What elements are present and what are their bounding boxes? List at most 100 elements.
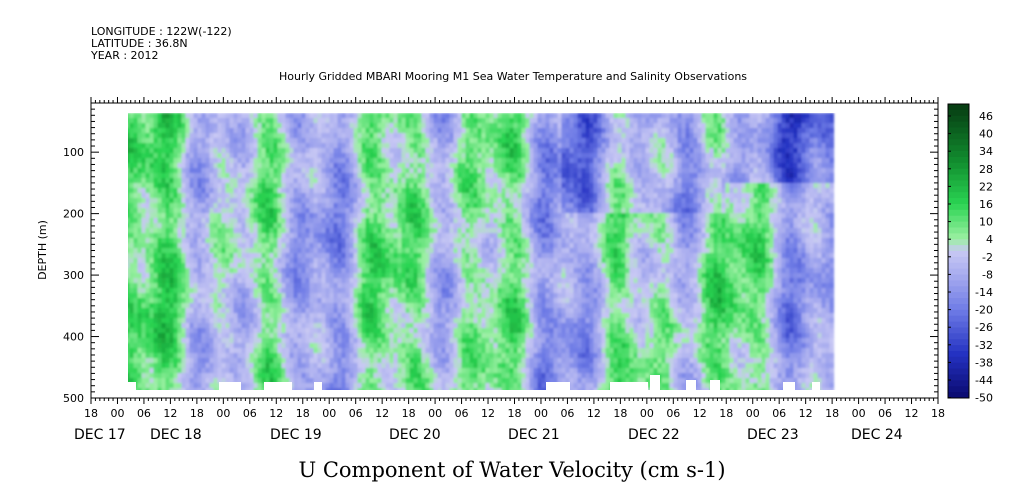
heatmap-cell	[405, 208, 411, 214]
heatmap-cell	[249, 343, 255, 349]
heatmap-cell	[453, 368, 459, 374]
heatmap-cell	[133, 208, 139, 214]
heatmap-cell	[261, 223, 267, 229]
heatmap-cell	[217, 328, 223, 334]
heatmap-cell	[381, 143, 387, 149]
heatmap-cell	[397, 343, 403, 349]
heatmap-cell	[389, 308, 395, 314]
heatmap-cell	[301, 158, 307, 164]
heatmap-cell	[377, 158, 383, 164]
heatmap-cell	[317, 203, 323, 209]
heatmap-cell	[325, 168, 331, 174]
heatmap-cell	[241, 248, 247, 254]
heatmap-cell	[241, 198, 247, 204]
heatmap-cell	[149, 183, 155, 189]
heatmap-cell	[381, 378, 387, 384]
heatmap-cell	[213, 293, 219, 299]
heatmap-cell	[433, 298, 439, 304]
heatmap-cell	[349, 153, 355, 159]
heatmap-cell	[429, 273, 435, 279]
heatmap-cell	[241, 363, 247, 369]
heatmap-cell	[181, 348, 187, 354]
heatmap-cell	[321, 223, 327, 229]
heatmap-cell	[389, 258, 395, 264]
heatmap-cell	[349, 168, 355, 174]
heatmap-cell	[281, 113, 287, 119]
heatmap-cell	[169, 238, 175, 244]
heatmap-cell	[173, 363, 179, 369]
heatmap-cell	[165, 233, 171, 239]
heatmap-cell	[153, 158, 159, 164]
heatmap-cell	[221, 313, 227, 319]
heatmap-cell	[445, 253, 451, 259]
heatmap-cell	[153, 198, 159, 204]
heatmap-cell	[405, 173, 411, 179]
heatmap-cell	[313, 313, 319, 319]
heatmap-cell	[369, 178, 375, 184]
heatmap-cell	[309, 378, 315, 384]
heatmap-cell	[141, 188, 147, 194]
heatmap-cell	[225, 228, 231, 234]
heatmap-cell	[249, 288, 255, 294]
heatmap-cell	[397, 278, 403, 284]
heatmap-cell	[201, 388, 207, 390]
heatmap-cell	[157, 123, 163, 129]
heatmap-cell	[457, 388, 463, 390]
heatmap-cell	[429, 333, 435, 339]
heatmap-cell	[421, 173, 427, 179]
heatmap-cell	[425, 123, 431, 129]
heatmap-cell	[437, 153, 443, 159]
heatmap-cell	[209, 128, 215, 134]
heatmap-cell	[289, 208, 295, 214]
heatmap-cell	[213, 198, 219, 204]
heatmap-cell	[233, 258, 239, 264]
heatmap-cell	[341, 128, 347, 134]
heatmap-cell	[205, 213, 211, 219]
heatmap-cell	[373, 158, 379, 164]
heatmap-cell	[297, 338, 303, 344]
heatmap-cell	[441, 348, 447, 354]
heatmap-cell	[145, 383, 151, 389]
heatmap-cell	[193, 143, 199, 149]
heatmap-cell	[273, 178, 279, 184]
heatmap-cell	[201, 333, 207, 339]
heatmap-cell	[277, 298, 283, 304]
heatmap-cell	[281, 253, 287, 259]
heatmap-cell	[297, 173, 303, 179]
heatmap-cell	[361, 278, 367, 284]
heatmap-cell	[157, 243, 163, 249]
heatmap-cell	[437, 133, 443, 139]
heatmap-cell	[329, 333, 335, 339]
heatmap-cell	[153, 288, 159, 294]
heatmap-cell	[257, 178, 263, 184]
heatmap-cell	[133, 263, 139, 269]
heatmap-cell	[401, 253, 407, 259]
heatmap-cell	[393, 313, 399, 319]
heatmap-cell	[265, 133, 271, 139]
heatmap-cell	[329, 223, 335, 229]
heatmap-cell	[377, 313, 383, 319]
heatmap-cell	[289, 153, 295, 159]
heatmap-cell	[133, 178, 139, 184]
heatmap-cell	[469, 188, 475, 194]
heatmap-cell	[457, 113, 463, 119]
heatmap-cell	[441, 223, 447, 229]
heatmap-cell	[153, 133, 159, 139]
heatmap-cell	[185, 348, 191, 354]
heatmap-cell	[157, 233, 163, 239]
heatmap-cell	[157, 308, 163, 314]
heatmap-cell	[217, 348, 223, 354]
heatmap-cell	[425, 343, 431, 349]
heatmap-cell	[233, 213, 239, 219]
heatmap-cell	[297, 378, 303, 384]
heatmap-cell	[209, 183, 215, 189]
heatmap-cell	[357, 193, 363, 199]
heatmap-cell	[349, 363, 355, 369]
heatmap-cell	[445, 228, 451, 234]
heatmap-cell	[465, 328, 471, 334]
heatmap-cell	[321, 283, 327, 289]
heatmap-cell	[329, 188, 335, 194]
heatmap-cell	[433, 378, 439, 384]
heatmap-cell	[313, 248, 319, 254]
heatmap-cell	[161, 233, 167, 239]
